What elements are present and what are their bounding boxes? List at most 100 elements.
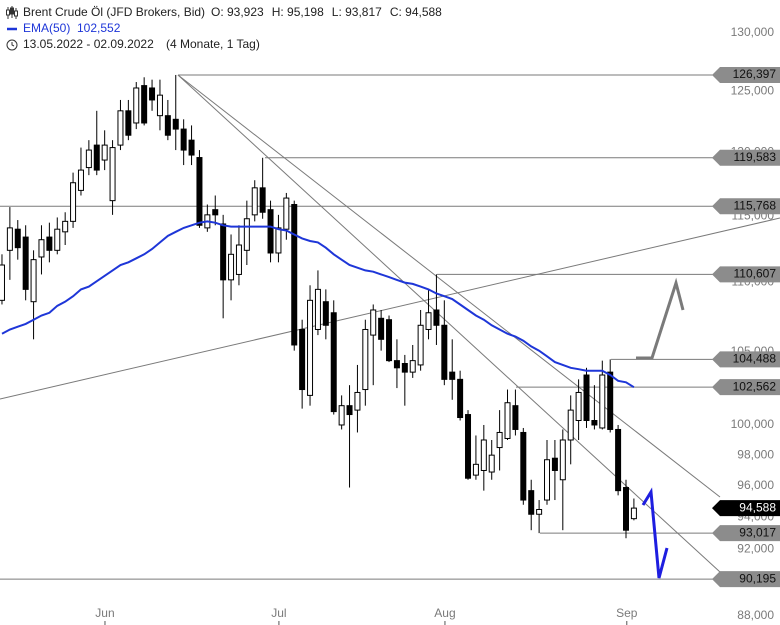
candle-body (504, 402, 511, 439)
level-label: 126,397 (733, 67, 777, 81)
levels (0, 74, 720, 580)
y-tick-label: 130,000 (731, 25, 775, 39)
period: (4 Monate, 1 Tag) (166, 37, 260, 51)
ohlc-value: O: 93,923 (211, 5, 264, 19)
candle-body (386, 319, 393, 362)
forecast-arrow (636, 277, 685, 360)
candle-body (496, 431, 503, 449)
candle-body (109, 147, 116, 202)
candle-body (330, 312, 337, 413)
ema-line (1, 220, 635, 389)
candle-body (62, 220, 69, 233)
candle-body (393, 360, 400, 369)
x-tick-label: Jul (271, 606, 286, 620)
candle-body (117, 110, 124, 146)
x-axis: Jun Jul Aug Sep (95, 606, 638, 625)
candle-body (156, 94, 163, 117)
candle-body (433, 309, 440, 326)
trendlines (0, 74, 780, 573)
candle-body (85, 149, 92, 169)
candle-body (38, 239, 45, 258)
candle-body (133, 87, 140, 124)
candle-body (307, 299, 314, 396)
level-label: 110,607 (734, 267, 777, 281)
candle-body (141, 85, 148, 124)
y-tick-label: 92,000 (737, 542, 774, 556)
candle-body (291, 204, 298, 346)
candle-body (322, 301, 329, 326)
level-label: 93,017 (739, 525, 776, 539)
x-tick-label: Jun (95, 606, 114, 620)
level-box (712, 149, 780, 166)
candle-body (378, 317, 385, 340)
candle-body (441, 324, 448, 380)
level-label: 90,195 (739, 571, 776, 585)
candle-body (314, 288, 321, 330)
ohlc-value: L: 93,817 (332, 5, 382, 19)
candle-body (6, 227, 13, 251)
candle-body (188, 139, 195, 156)
ema-value: 102,552 (77, 21, 121, 35)
date-range: 13.05.2022 - 02.09.2022 (23, 37, 154, 51)
candle-body (54, 228, 61, 251)
candle-body (425, 312, 432, 330)
candle-body (299, 328, 306, 391)
candle-body (275, 227, 282, 254)
candle-body (164, 115, 171, 136)
level-box (712, 351, 780, 368)
x-tick-label: Aug (434, 606, 455, 620)
candle-icon (6, 6, 18, 19)
candle-body (125, 110, 132, 136)
level-box (712, 525, 780, 542)
candle-body (472, 463, 479, 476)
candle-body (551, 457, 558, 471)
candle-body (235, 244, 242, 275)
level-box (712, 571, 780, 588)
level-label: 102,562 (733, 379, 777, 393)
candle-body (512, 405, 519, 430)
candle-body (623, 487, 630, 531)
candle-body (536, 508, 543, 515)
header: Brent Crude Öl (JFD Brokers, Bid) EMA(50… (0, 0, 470, 54)
candle-body (251, 187, 258, 216)
candle-body (591, 419, 598, 426)
candle-body (354, 391, 361, 411)
candle-body (630, 507, 637, 520)
forecast-arrow (641, 487, 669, 579)
level-label: 94,588 (739, 500, 776, 514)
candle-body (520, 431, 527, 501)
candle-body (283, 197, 290, 230)
ema-name: EMA(50) (23, 21, 70, 35)
candle-body (101, 144, 108, 161)
y-tick-label: 98,000 (737, 447, 774, 461)
trendline (177, 74, 721, 573)
y-tick-label: 125,000 (731, 84, 775, 98)
level-box (712, 266, 780, 283)
candle-body (30, 259, 37, 303)
y-tick-label: 88,000 (737, 608, 774, 622)
candle-body (575, 391, 582, 421)
level-label: 115,768 (734, 198, 777, 212)
level-label: 119,583 (734, 150, 777, 164)
candle-body (409, 360, 416, 373)
candle-body (338, 405, 345, 426)
candle-body (544, 459, 551, 501)
candle-body (599, 374, 606, 429)
candle-body (220, 223, 227, 281)
level-box (712, 66, 780, 83)
ema (1, 220, 635, 389)
level-box (712, 500, 780, 517)
candle-body (488, 454, 495, 473)
candle-body (93, 144, 100, 171)
ohlc-value: H: 95,198 (272, 5, 324, 19)
candle-body (465, 414, 472, 479)
candle-body (346, 405, 353, 416)
header-bg (0, 0, 470, 54)
candle-body (362, 328, 369, 391)
candle-body (607, 371, 614, 430)
candle-body (259, 187, 266, 213)
candle-body (172, 118, 179, 130)
candle-body (457, 378, 464, 419)
level-box (712, 198, 780, 215)
